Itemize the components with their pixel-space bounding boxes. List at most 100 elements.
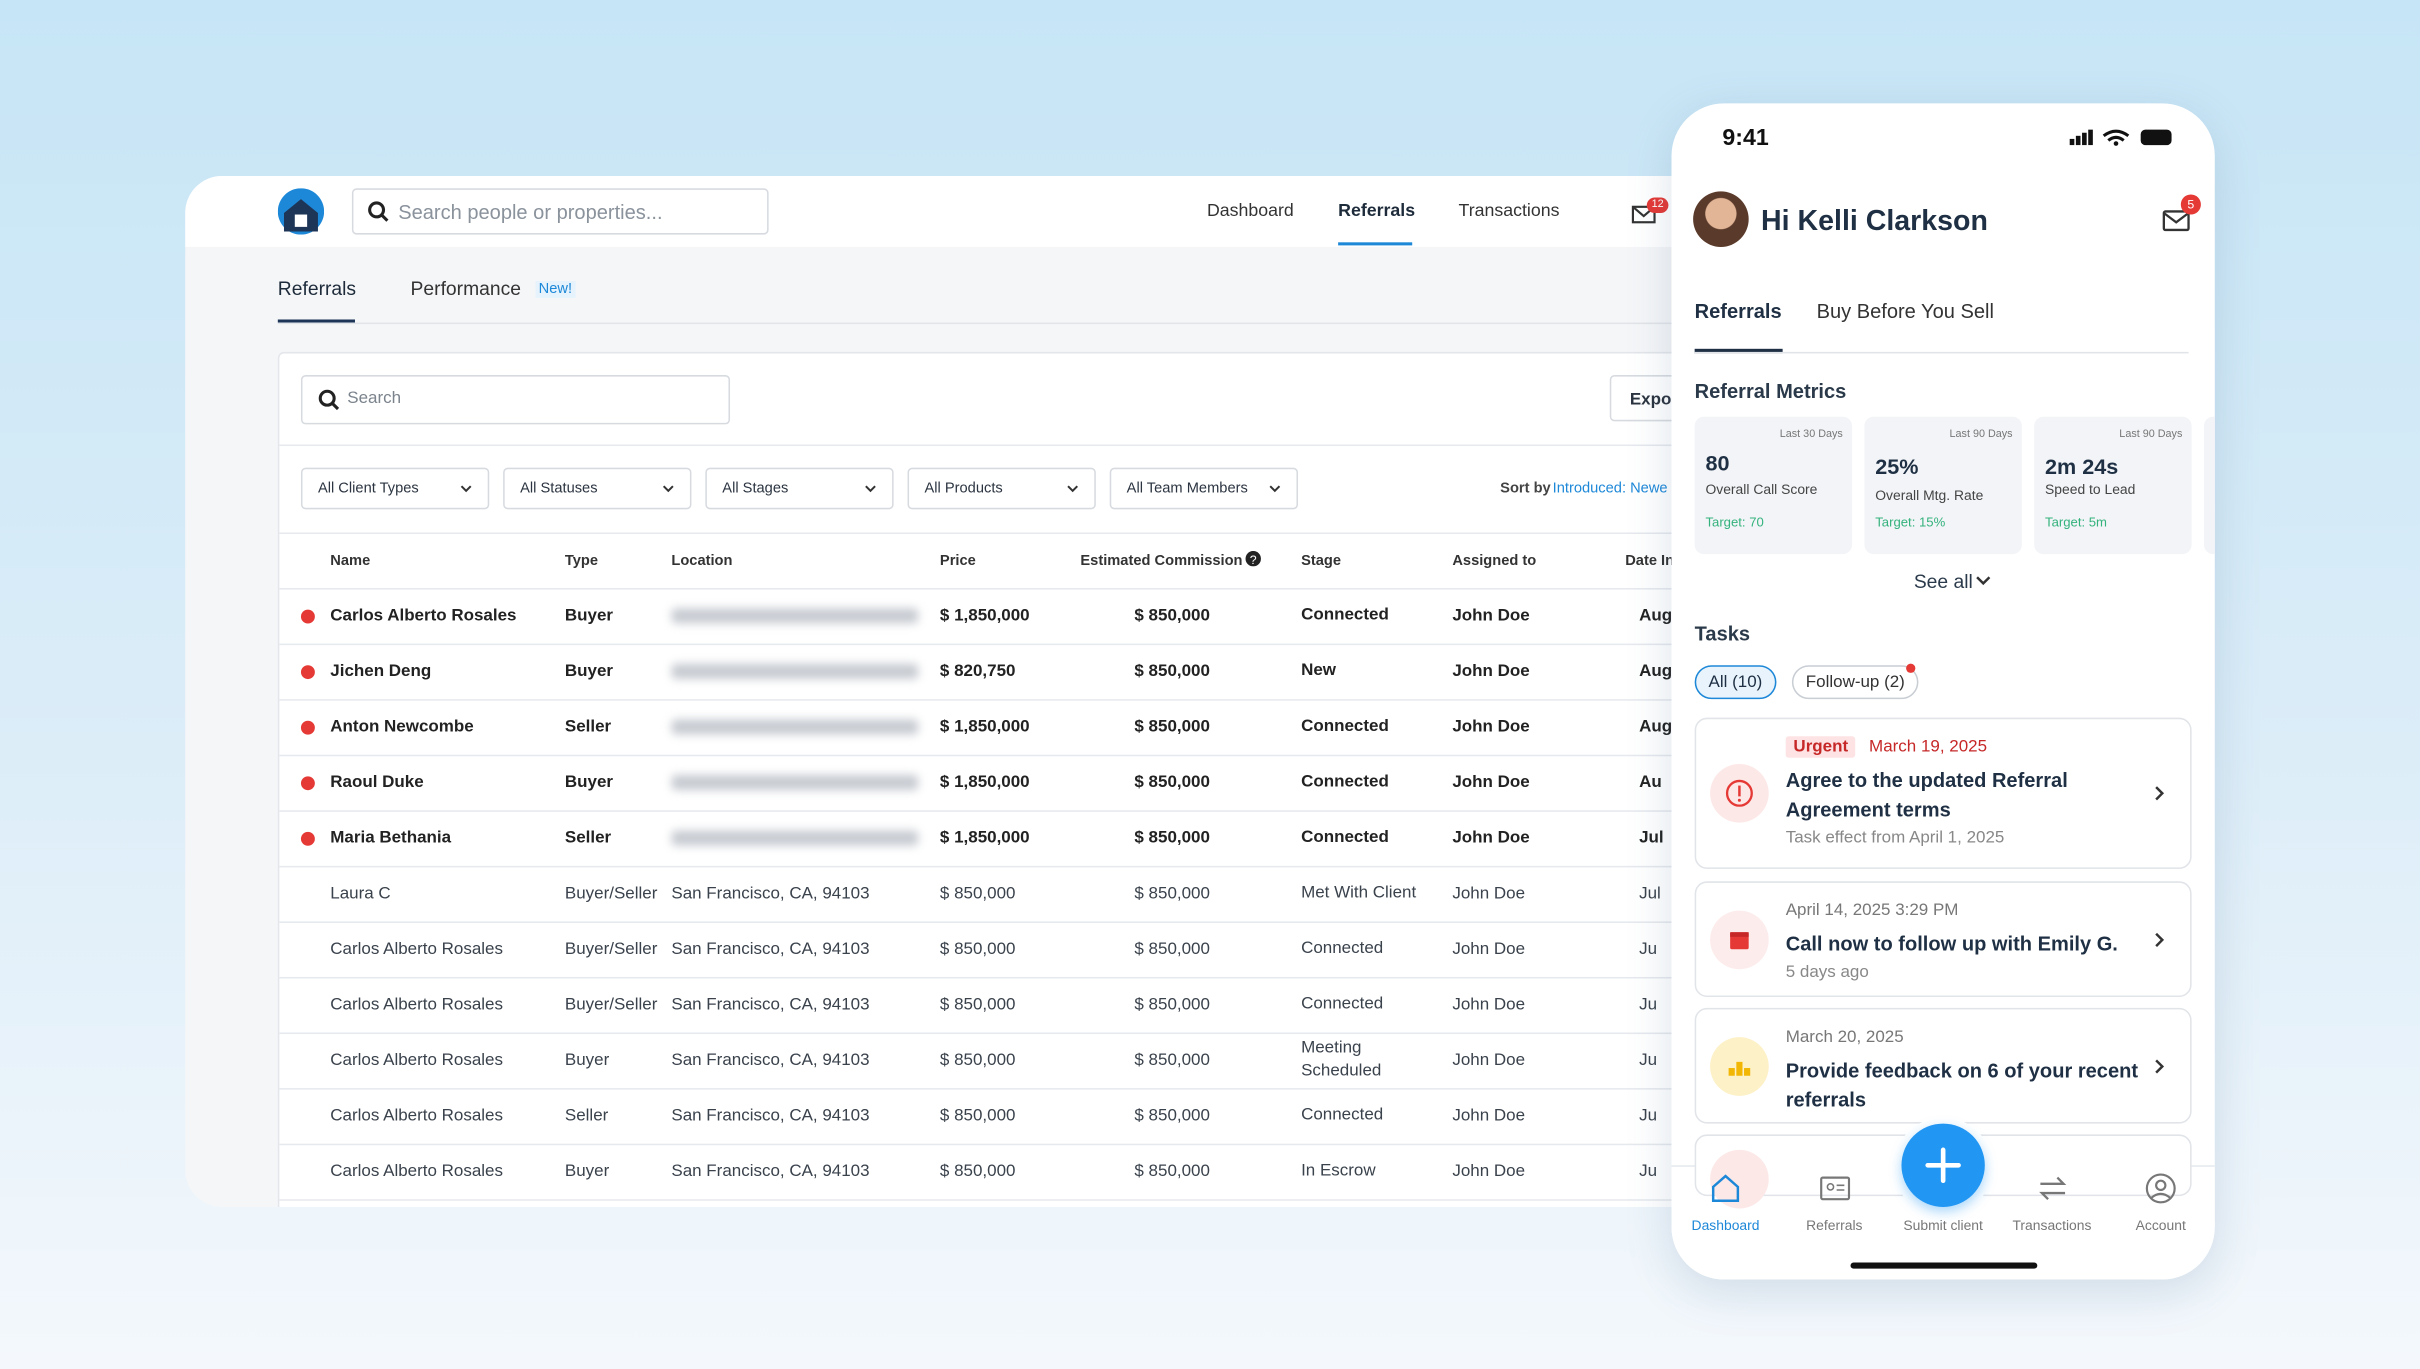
table-cell: Buyer: [564, 773, 614, 792]
table-cell: $ 850,000: [1134, 1051, 1210, 1070]
task-date: March 19, 2025: [1869, 737, 1988, 757]
filter-dropdown[interactable]: [300, 467, 490, 510]
task-card[interactable]: [1694, 1007, 2192, 1124]
filter-label: All Statuses: [520, 479, 598, 497]
table-cell: $ 850,000: [1134, 995, 1210, 1015]
chip[interactable]: All (10): [1694, 665, 1777, 700]
table-search[interactable]: [300, 375, 731, 425]
table-cell: Ju: [1639, 1162, 1658, 1181]
fab-plus: [1925, 1147, 1961, 1184]
metric-value: 25%: [1875, 453, 1919, 479]
chevron: [1067, 485, 1079, 493]
filter-dropdown[interactable]: [503, 467, 692, 510]
tab[interactable]: Referrals: [1694, 299, 1782, 323]
divider: [1694, 351, 2189, 354]
column-header: Location: [671, 552, 733, 570]
nav-label[interactable]: Referrals: [1806, 1217, 1863, 1234]
tab-underline: [277, 319, 355, 323]
sort-value[interactable]: Introduced: Newe: [1552, 479, 1668, 497]
table-cell: $ 850,000: [939, 884, 1016, 903]
task-card[interactable]: [1694, 717, 2192, 869]
table-cell: Seller: [564, 828, 612, 848]
tab[interactable]: Buy Before You Sell: [1816, 299, 1994, 323]
task-date: March 20, 2025: [1785, 1027, 1904, 1047]
table-cell: John Doe: [1452, 1162, 1526, 1181]
table-cell[interactable]: Jichen Deng: [330, 662, 432, 681]
filter-label: All Client Types: [317, 479, 419, 497]
table-cell: John Doe: [1452, 606, 1530, 626]
nav-icon: [2145, 1173, 2176, 1204]
row-divider: [279, 865, 1729, 868]
table-cell: Jul: [1639, 884, 1661, 903]
table-cell: $ 850,000: [939, 995, 1016, 1015]
table-cell: New: [1301, 661, 1337, 680]
table-cell[interactable]: Carlos Alberto Rosales: [330, 606, 517, 626]
search-placeholder: Search people or properties...: [398, 200, 663, 224]
table-cell: Seller: [564, 1106, 609, 1126]
task-sub: Task effect from April 1, 2025: [1785, 828, 2005, 848]
table-cell[interactable]: Anton Newcombe: [330, 717, 474, 737]
table-cell: Connected: [1301, 772, 1389, 791]
table-cell[interactable]: Carlos Alberto Rosales: [330, 939, 503, 959]
nav-label[interactable]: Dashboard: [1691, 1217, 1760, 1234]
column-header: Name: [330, 552, 371, 570]
table-cell[interactable]: Maria Bethania: [330, 828, 452, 848]
chip[interactable]: Follow-up (2): [1791, 665, 1919, 700]
filter-label: All Team Members: [1126, 479, 1248, 497]
table-cell: Aug: [1639, 717, 1673, 737]
task-icon: [1725, 779, 1753, 807]
nav-link[interactable]: Transactions: [1458, 202, 1560, 221]
table-cell[interactable]: Carlos Alberto Rosales: [330, 1106, 503, 1126]
filter-dropdown[interactable]: [907, 467, 1096, 510]
table-cell: San Francisco, CA, 94103: [671, 1106, 870, 1126]
divider: [279, 532, 1729, 535]
mail-icon: [2162, 210, 2190, 232]
table-cell: $ 850,000: [1134, 717, 1210, 737]
row-divider: [279, 976, 1729, 979]
table-cell: Connected: [1301, 716, 1389, 736]
table-cell: Connected: [1301, 1105, 1384, 1125]
status-icons: [2069, 129, 2172, 146]
task-title: Call now to follow up with Emily G.: [1785, 932, 2118, 956]
unread-dot: [300, 775, 315, 790]
nav-link[interactable]: Dashboard: [1206, 202, 1294, 221]
export-button[interactable]: Expor: [1609, 375, 1729, 422]
table-cell[interactable]: Carlos Alberto Rosales: [330, 995, 503, 1015]
metric-card: [1864, 416, 2022, 555]
nav-label[interactable]: Account: [2135, 1217, 2186, 1234]
unread-dot: [300, 608, 315, 623]
metric-card-peek: [2203, 416, 2215, 555]
see-all[interactable]: See all: [1913, 571, 1973, 593]
filter-dropdown[interactable]: [705, 467, 894, 510]
table-cell: $ 1,850,000: [939, 773, 1030, 792]
table-cell: John Doe: [1452, 1051, 1526, 1070]
nav-icon: [1819, 1176, 1850, 1201]
search-box[interactable]: [351, 188, 769, 235]
table-cell: John Doe: [1452, 939, 1526, 959]
nav-label[interactable]: Submit client: [1903, 1217, 1983, 1234]
tab-underline: [1694, 348, 1783, 354]
chip-dot: [1906, 663, 1916, 673]
blurred-location: [671, 719, 919, 735]
tab[interactable]: Performance: [410, 277, 521, 300]
table-cell[interactable]: Laura C: [330, 884, 391, 903]
urgent-tag: Urgent: [1785, 736, 1856, 758]
table-cell: $ 850,000: [1134, 828, 1210, 848]
column-header: Date In: [1625, 552, 1675, 570]
filter-label: All Products: [924, 479, 1003, 497]
task-title: Provide feedback on 6 of your recent ref…: [1785, 1058, 2139, 1112]
nav-icon: [2038, 1176, 2066, 1201]
table-cell: Met With Client: [1301, 883, 1417, 903]
table-cell[interactable]: Carlos Alberto Rosales: [330, 1051, 503, 1070]
table-cell[interactable]: Raoul Duke: [330, 773, 424, 792]
chevron-right: [2155, 932, 2165, 947]
task-card[interactable]: [1694, 881, 2192, 998]
nav-link[interactable]: Referrals: [1338, 202, 1416, 221]
metric-target: Target: 70: [1705, 513, 1764, 530]
table-cell[interactable]: Carlos Alberto Rosales: [330, 1162, 503, 1181]
filter-dropdown[interactable]: [1109, 467, 1298, 510]
table-cell: Buyer/Seller: [564, 995, 658, 1015]
tab[interactable]: Referrals: [277, 277, 357, 300]
nav-label[interactable]: Transactions: [2012, 1217, 2092, 1234]
